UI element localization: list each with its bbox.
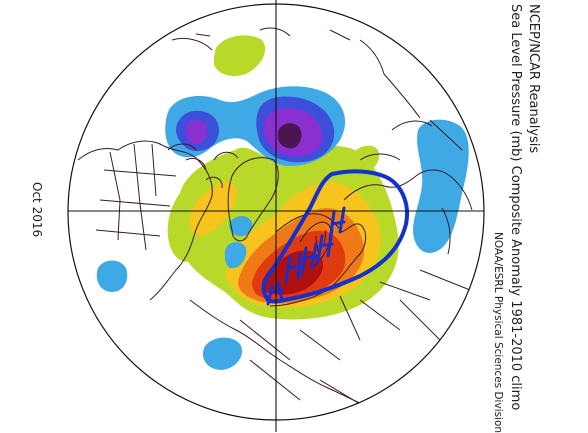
annotation-outline bbox=[261, 169, 409, 304]
siberia-east-coast bbox=[383, 73, 463, 255]
map-source-credit: NOAA/ESRL Physical Sciences Division bbox=[492, 232, 504, 433]
weak-negative-atlantic bbox=[202, 337, 242, 370]
north-america-borders bbox=[95, 143, 177, 251]
strong-negative-aleutian-west bbox=[185, 119, 208, 145]
h-mark bbox=[266, 206, 346, 306]
weak-positive-greenland-sea bbox=[298, 162, 329, 184]
negative-anomaly-center bbox=[278, 123, 302, 149]
russia-north-coast bbox=[343, 120, 473, 211]
asia-borders bbox=[239, 269, 471, 411]
globe bbox=[68, 4, 484, 420]
coastlines bbox=[77, 27, 473, 411]
north-america-coast bbox=[77, 140, 213, 301]
eurasia-south-coast bbox=[189, 299, 377, 411]
low-positive-north-america bbox=[189, 181, 237, 236]
weak-negative-pacific-east bbox=[96, 260, 128, 292]
weak-negative-iceland bbox=[229, 216, 253, 237]
map-title-line-2: Sea Level Pressure (mb) Composite Anomal… bbox=[508, 4, 523, 411]
weak-positive-pacific bbox=[213, 35, 266, 77]
weak-negative-siberia bbox=[413, 119, 469, 253]
weak-negative-hudson bbox=[224, 242, 247, 269]
greenland-coast bbox=[227, 157, 279, 242]
map-title-line-1: NCEP/NCAR Reanalysis bbox=[526, 4, 541, 154]
arctic-islands bbox=[167, 143, 239, 189]
hand-drawn-annotation bbox=[261, 169, 409, 306]
map-frame bbox=[67, 0, 485, 432]
europe-coast bbox=[269, 213, 367, 307]
weak-positive-northern-europe bbox=[349, 145, 380, 174]
map-date: Oct 2016 bbox=[30, 182, 44, 238]
